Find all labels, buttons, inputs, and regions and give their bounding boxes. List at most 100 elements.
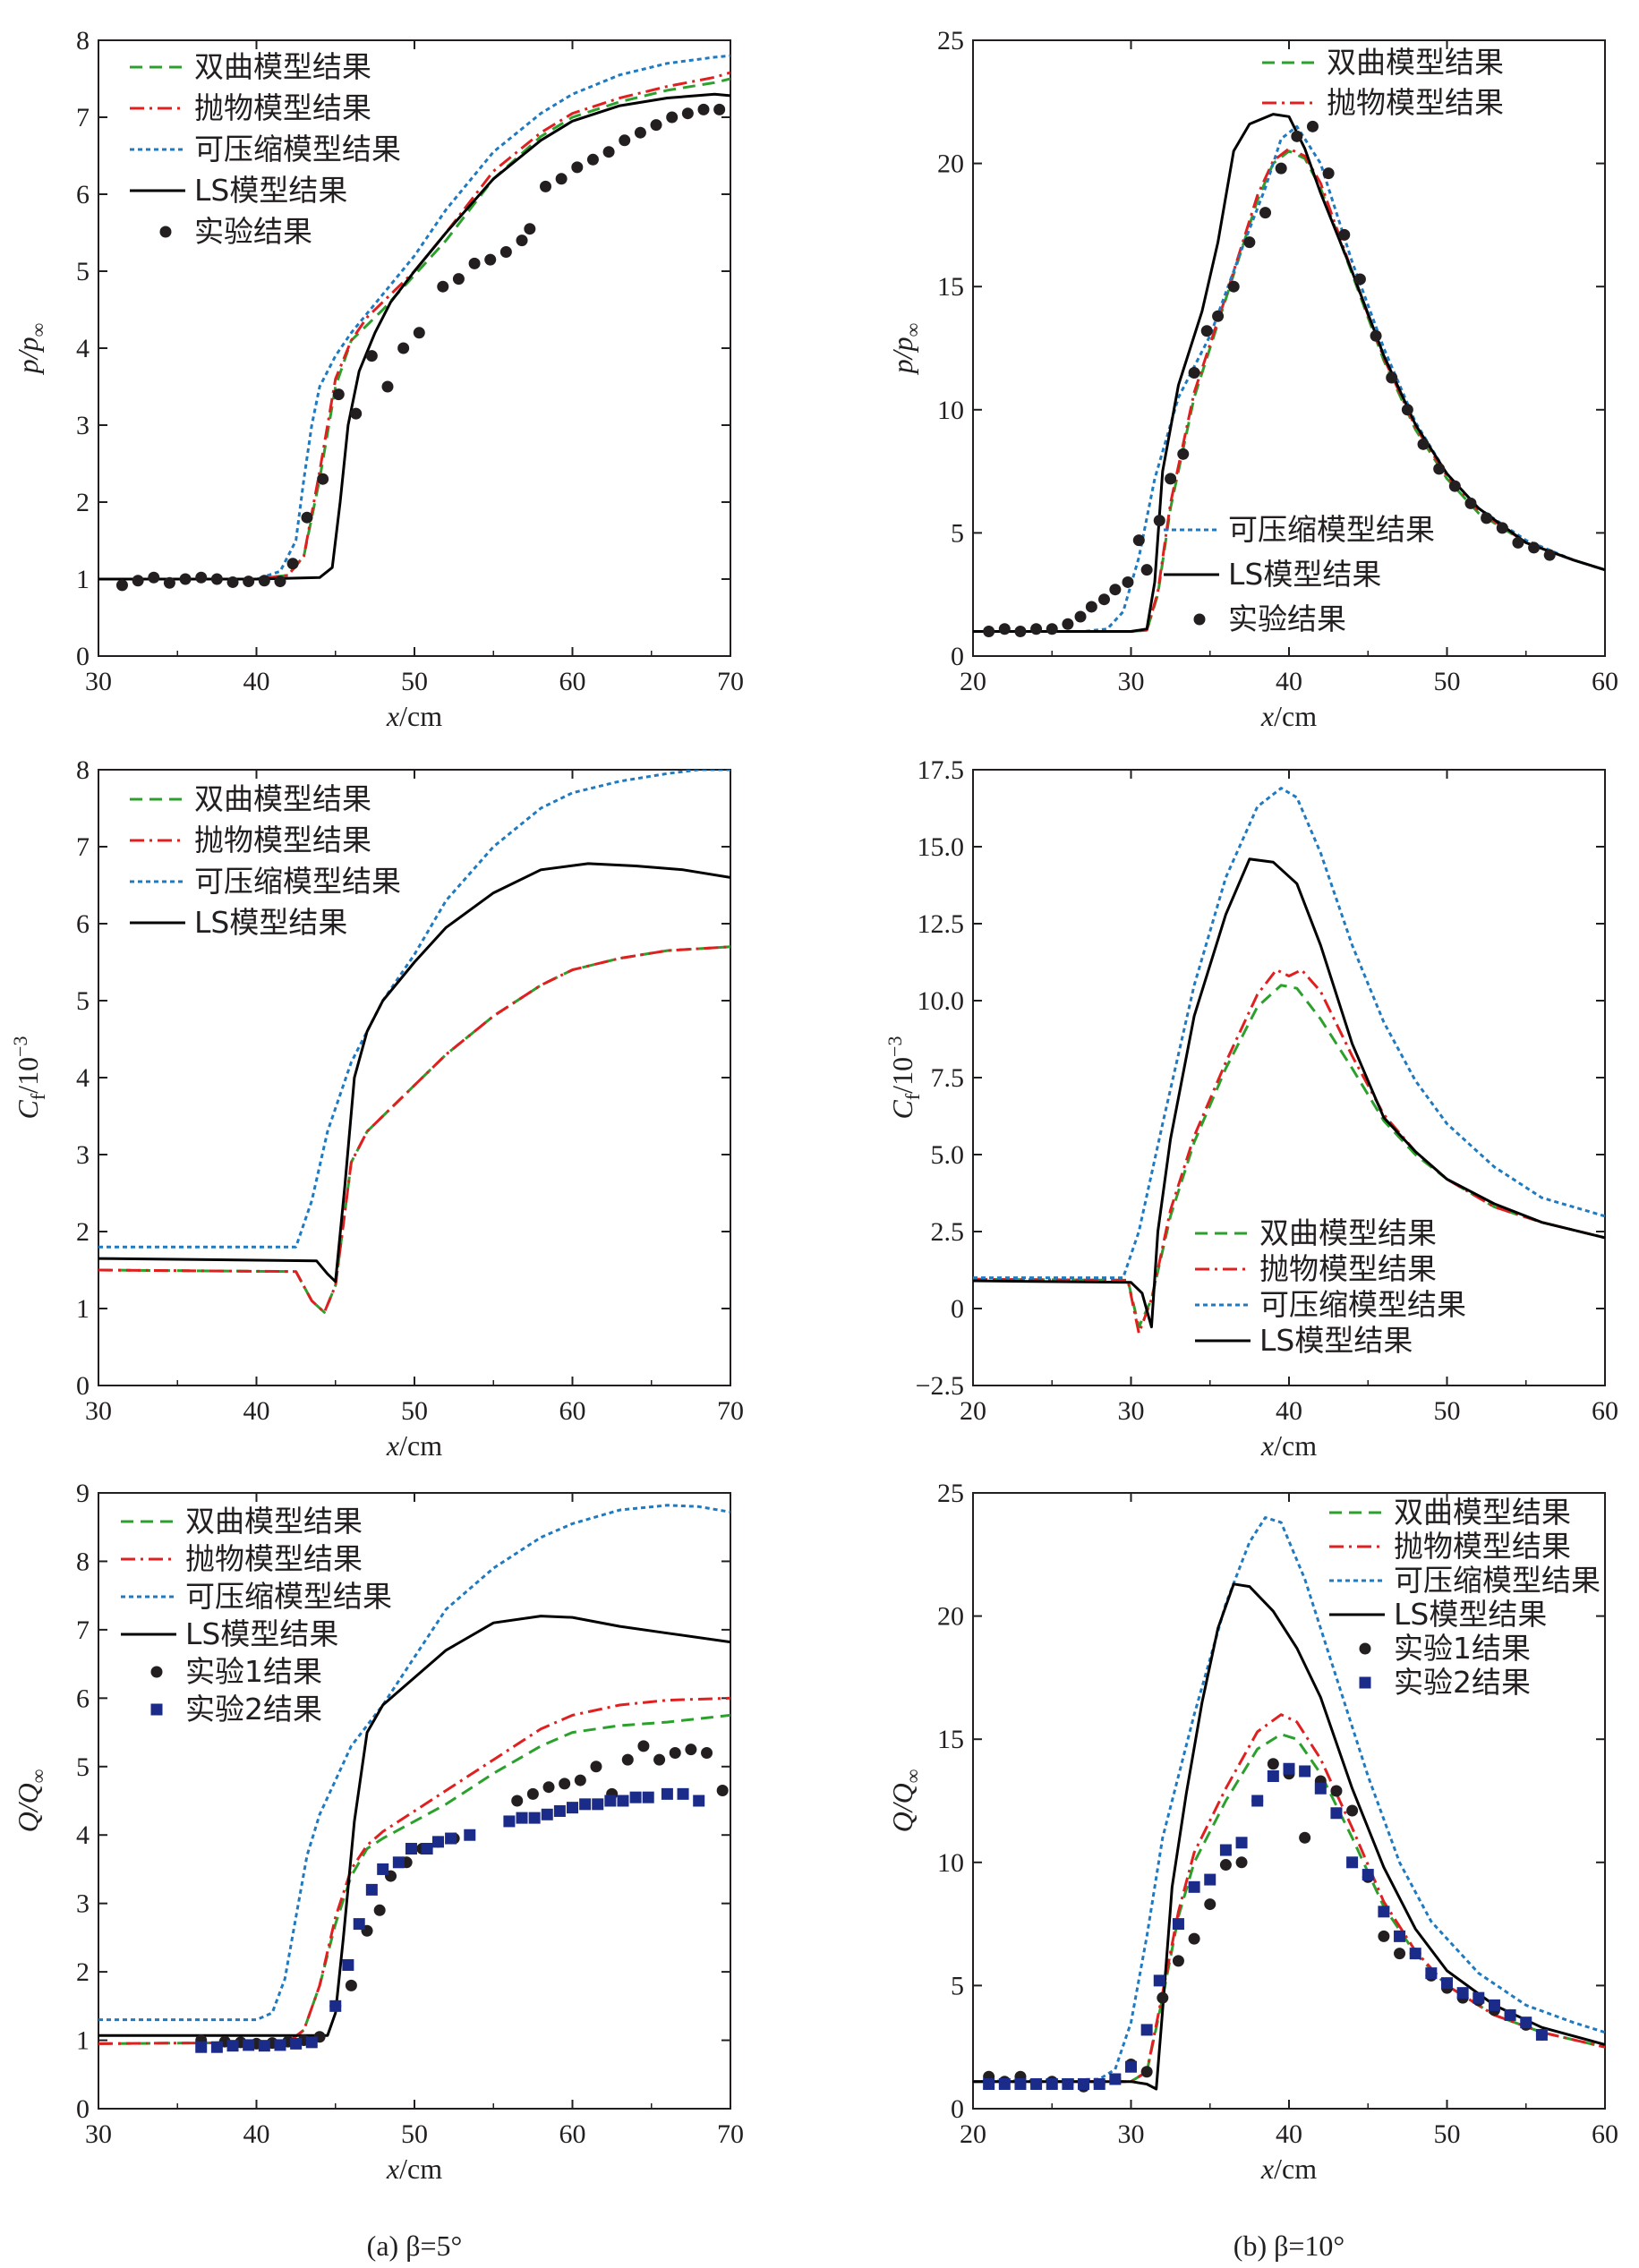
data-point: [1172, 1955, 1184, 1967]
chart-p10: 20 30 40 50 60 0 5 10 15 20 25 x/cm p/p∞ 双曲模型结果抛物模型结果…: [886, 26, 1618, 732]
data-point: [353, 1918, 365, 1931]
y-tick-label: 5: [951, 1971, 964, 2000]
y-tick-label: 6: [76, 180, 90, 209]
data-point: [377, 1863, 389, 1875]
x-tick-label: 70: [717, 667, 744, 696]
data-point: [1235, 1837, 1248, 1849]
series-line: [973, 857, 1605, 1329]
data-point: [681, 107, 694, 120]
data-point: [1346, 1856, 1359, 1869]
data-point: [1172, 1918, 1184, 1931]
data-point: [1204, 1873, 1216, 1886]
legend-marker: [1359, 1642, 1371, 1655]
data-point: [243, 576, 255, 588]
legend-label: 抛物模型结果: [185, 1541, 363, 1576]
data-point: [464, 1829, 476, 1841]
data-point: [524, 223, 536, 235]
y-tick-label: 4: [76, 1820, 90, 1850]
data-point: [629, 1791, 642, 1803]
x-tick-label: 50: [401, 667, 428, 696]
data-point: [305, 2036, 318, 2049]
data-point: [998, 2077, 1011, 2090]
legend-label: 双曲模型结果: [1394, 1495, 1571, 1530]
y-tick-label: 0: [951, 2094, 964, 2124]
x-axis-label: x/cm: [386, 2153, 442, 2185]
data-point: [301, 511, 313, 524]
y-tick-label: 6: [76, 1684, 90, 1713]
data-point: [1448, 480, 1461, 492]
data-point: [1140, 2024, 1153, 2036]
data-point: [1299, 1765, 1311, 1778]
y-tick-label: 25: [937, 26, 964, 55]
y-tick-label: 0: [76, 2094, 90, 2124]
data-point: [541, 1808, 553, 1820]
legend-label: 实验2结果: [185, 1692, 322, 1727]
data-point: [1093, 2077, 1105, 2090]
x-axis-label: x/cm: [1260, 700, 1317, 732]
y-tick-label: 20: [937, 1602, 964, 1632]
data-point: [148, 571, 160, 584]
data-point: [373, 1904, 386, 1916]
series-line: [973, 787, 1605, 1280]
series-line: [98, 1713, 730, 2045]
y-tick-label: −2.5: [916, 1371, 964, 1401]
data-point: [1314, 1782, 1327, 1795]
data-point: [511, 1795, 524, 1807]
y-tick-label: 2: [76, 488, 90, 517]
legend-marker: [1359, 1676, 1371, 1689]
data-point: [542, 1781, 555, 1794]
x-axis-label: x/cm: [386, 1429, 442, 1462]
x-tick-label: 40: [1276, 667, 1302, 696]
legend-label: 抛物模型结果: [1259, 1251, 1437, 1286]
y-tick-label: 1: [76, 2026, 90, 2056]
data-point: [574, 1774, 586, 1786]
y-tick-label: 5: [76, 257, 90, 286]
data-point: [1109, 584, 1122, 596]
data-point: [1528, 541, 1541, 554]
y-tick-label: 8: [76, 755, 90, 785]
data-point: [669, 1746, 681, 1759]
caption-a: (a) β=5°: [367, 2230, 463, 2262]
data-point: [132, 575, 144, 587]
y-tick-label: 7.5: [931, 1063, 965, 1093]
y-tick-label: 5: [76, 1752, 90, 1782]
data-point: [1014, 2077, 1027, 2090]
data-point: [697, 103, 710, 115]
data-point: [701, 1746, 713, 1759]
data-point: [274, 576, 286, 588]
y-tick-label: 7: [76, 832, 90, 862]
x-tick-label: 30: [85, 2119, 112, 2149]
x-tick-label: 20: [960, 1396, 986, 1426]
data-point: [1275, 162, 1287, 175]
data-point: [653, 1753, 666, 1766]
y-tick-label: 3: [76, 1140, 90, 1170]
data-point: [329, 1999, 342, 2012]
data-point: [1425, 1967, 1438, 1980]
data-point: [650, 119, 662, 132]
data-point: [115, 579, 128, 592]
series-line: [98, 945, 730, 1314]
x-tick-label: 50: [1434, 667, 1461, 696]
series-line: [98, 77, 730, 581]
x-tick-label: 50: [1434, 1396, 1461, 1426]
data-point: [243, 2039, 255, 2051]
data-point: [617, 1795, 629, 1807]
data-point: [195, 2041, 208, 2053]
x-tick-label: 70: [717, 2119, 744, 2149]
series-line: [98, 54, 730, 581]
legend-marker: [150, 1703, 163, 1716]
data-point: [421, 1843, 433, 1855]
series-group: [98, 54, 730, 592]
legend-marker: [159, 226, 172, 238]
data-point: [634, 126, 646, 139]
data-point: [553, 1804, 566, 1817]
data-point: [1251, 1795, 1264, 1807]
data-point: [590, 1761, 602, 1773]
data-point: [195, 571, 208, 584]
data-point: [179, 573, 192, 585]
data-point: [1140, 2066, 1153, 2078]
